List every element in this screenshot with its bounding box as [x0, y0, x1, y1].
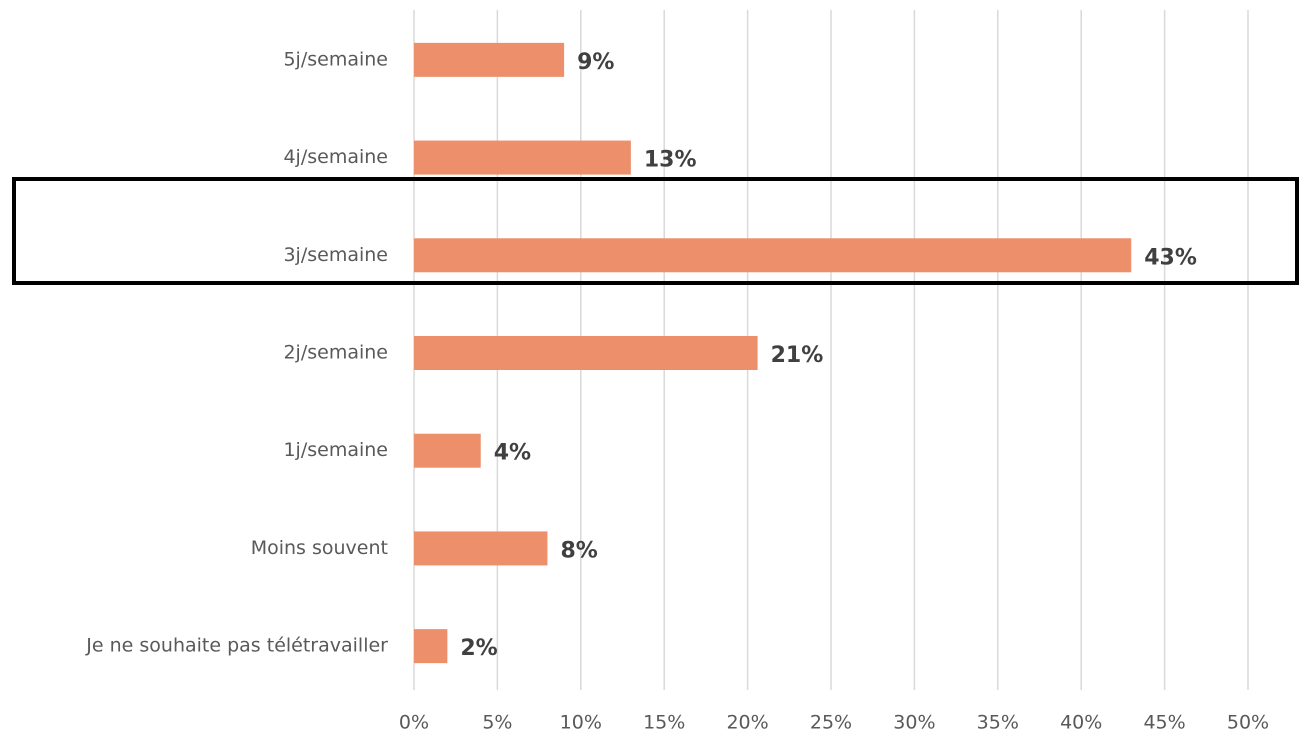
bars [414, 42, 1132, 664]
value-label: 9% [577, 50, 614, 75]
value-label: 8% [560, 538, 597, 563]
value-label: 2% [460, 636, 497, 661]
bar [414, 433, 481, 468]
y-tick-label: Moins souvent [251, 537, 388, 559]
x-tick-label: 5% [482, 712, 512, 734]
highlight-box [12, 177, 1299, 285]
x-tick-label: 40% [1060, 712, 1102, 734]
x-tick-label: 45% [1143, 712, 1185, 734]
x-tick-label: 10% [560, 712, 602, 734]
x-tick-label: 0% [399, 712, 429, 734]
value-label: 21% [771, 343, 824, 368]
value-label: 4% [494, 441, 531, 466]
bar [414, 531, 548, 566]
y-tick-label: 5j/semaine [283, 48, 388, 70]
value-label: 43% [1144, 245, 1197, 270]
x-tick-label: 50% [1227, 712, 1269, 734]
y-tick-label: 3j/semaine [283, 244, 388, 266]
x-tick-label: 35% [977, 712, 1019, 734]
y-tick-label: 4j/semaine [283, 146, 388, 168]
bar [414, 629, 448, 664]
x-tick-label: 15% [643, 712, 685, 734]
bar [414, 140, 631, 175]
x-tick-label: 20% [726, 712, 768, 734]
bar [414, 238, 1132, 273]
bar [414, 336, 758, 370]
y-tick-label: Je ne souhaite pas télétravailler [85, 635, 388, 657]
y-tick-label: 1j/semaine [283, 439, 388, 461]
y-tick-label: 2j/semaine [283, 342, 388, 364]
bar [414, 42, 565, 77]
x-tick-label: 30% [893, 712, 935, 734]
x-tick-label: 25% [810, 712, 852, 734]
value-label: 13% [644, 148, 697, 173]
